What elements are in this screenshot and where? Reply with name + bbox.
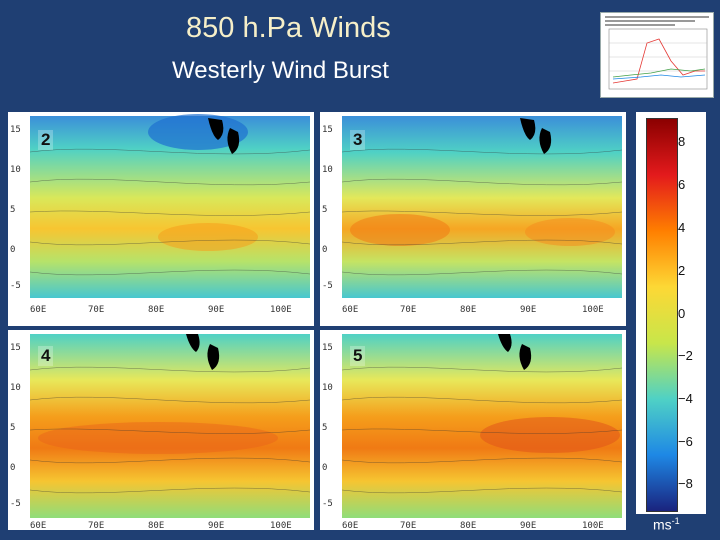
svg-text:-5: -5	[322, 281, 333, 291]
svg-text:100E: 100E	[270, 305, 292, 315]
svg-text:100E: 100E	[270, 521, 292, 530]
svg-text:100E: 100E	[582, 305, 604, 315]
svg-text:90E: 90E	[208, 305, 224, 315]
chart-title: 850 h.Pa Winds	[186, 12, 391, 44]
svg-text:100E: 100E	[582, 521, 604, 530]
panel-label: 2	[38, 130, 54, 150]
svg-text:80E: 80E	[460, 305, 476, 315]
wind-contour-map: 15 10 5 0 -5 60E 70E 80E 90E 100E	[10, 114, 311, 315]
svg-text:-5: -5	[322, 499, 333, 509]
wind-contour-map: 15 10 5 0 -5 60E 70E 80E 90E 100E	[10, 334, 311, 530]
colorbar-tick: −4	[678, 391, 693, 406]
svg-text:5: 5	[322, 423, 327, 433]
svg-text:5: 5	[322, 205, 327, 215]
svg-text:60E: 60E	[342, 305, 358, 315]
wind-contour-map: 15 10 5 0 -5 60E 70E 80E 90E 100E	[322, 116, 623, 315]
svg-text:0: 0	[322, 245, 327, 255]
svg-text:90E: 90E	[520, 521, 536, 530]
colorbar-units: ms-1	[653, 516, 680, 533]
colorbar: 8 6 4 2 0 −2 −4 −6 −8	[636, 112, 706, 514]
colorbar-tick: 6	[678, 177, 686, 192]
svg-text:90E: 90E	[208, 521, 224, 530]
colorbar-gradient	[646, 118, 678, 512]
wind-map-panel-5: 15 10 5 0 -5 60E 70E 80E 90E 100E 5	[320, 330, 626, 530]
inset-line-chart-thumbnail	[600, 12, 714, 98]
svg-text:80E: 80E	[148, 305, 164, 315]
panel-label: 4	[38, 346, 54, 366]
svg-text:0: 0	[322, 463, 327, 473]
panel-label: 5	[350, 346, 366, 366]
colorbar-tick: 2	[678, 263, 686, 278]
svg-text:0: 0	[10, 463, 15, 473]
svg-text:10: 10	[322, 165, 333, 175]
svg-text:80E: 80E	[148, 521, 164, 530]
svg-text:-5: -5	[10, 499, 21, 509]
colorbar-tick: 0	[678, 306, 686, 321]
svg-text:10: 10	[10, 383, 21, 393]
svg-text:60E: 60E	[342, 521, 358, 530]
svg-text:70E: 70E	[400, 521, 416, 530]
wind-contour-map: 15 10 5 0 -5 60E 70E 80E 90E 100E	[322, 334, 623, 530]
colorbar-tick: −8	[678, 476, 693, 491]
svg-text:0: 0	[10, 245, 15, 255]
svg-text:60E: 60E	[30, 521, 46, 530]
svg-text:15: 15	[322, 343, 333, 353]
wind-map-panel-2: 15 10 5 0 -5 60E 70E 80E 90E 100E 2	[8, 112, 314, 326]
svg-text:70E: 70E	[88, 521, 104, 530]
svg-text:15: 15	[322, 125, 333, 135]
svg-text:5: 5	[10, 423, 15, 433]
wind-map-panel-3: 15 10 5 0 -5 60E 70E 80E 90E 100E 3	[320, 112, 626, 326]
svg-text:10: 10	[10, 165, 21, 175]
colorbar-tick: 4	[678, 220, 686, 235]
svg-text:-5: -5	[10, 281, 21, 291]
wind-map-panel-4: 15 10 5 0 -5 60E 70E 80E 90E 100E 4	[8, 330, 314, 530]
colorbar-tick: −2	[678, 348, 693, 363]
svg-text:15: 15	[10, 125, 21, 135]
svg-text:10: 10	[322, 383, 333, 393]
colorbar-tick: −6	[678, 434, 693, 449]
colorbar-tick: 8	[678, 134, 686, 149]
svg-text:15: 15	[10, 343, 21, 353]
svg-text:60E: 60E	[30, 305, 46, 315]
svg-text:80E: 80E	[460, 521, 476, 530]
chart-subtitle: Westerly Wind Burst	[172, 57, 389, 84]
panel-label: 3	[350, 130, 366, 150]
svg-text:90E: 90E	[520, 305, 536, 315]
svg-text:70E: 70E	[400, 305, 416, 315]
svg-text:70E: 70E	[88, 305, 104, 315]
svg-text:5: 5	[10, 205, 15, 215]
